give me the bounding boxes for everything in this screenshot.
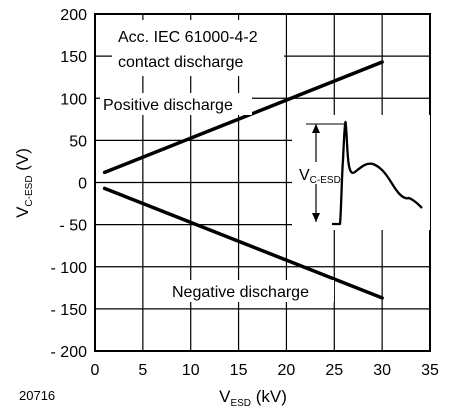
x-tick-label: 0	[91, 362, 100, 379]
x-tick-label: 30	[373, 362, 391, 379]
x-tick-labels: 0 5 10 15 20 25 30 35	[91, 362, 439, 379]
x-tick-label: 20	[278, 362, 296, 379]
y-tick-label: - 50	[59, 218, 87, 235]
x-tick-label: 5	[138, 362, 147, 379]
y-tick-label: 50	[69, 133, 87, 150]
y-tick-label: - 100	[51, 260, 88, 277]
negative-series-label: Negative discharge	[172, 284, 309, 301]
series-lines	[102, 60, 384, 300]
x-tick-label: 25	[325, 362, 343, 379]
standard-annotation: Acc. IEC 61000-4-2 contact discharge	[112, 20, 284, 76]
y-tick-label: 0	[78, 176, 87, 193]
v-c-esd-label: VC-ESD	[299, 167, 341, 186]
arrow-up-icon	[312, 124, 320, 133]
y-tick-label: 100	[60, 91, 87, 108]
positive-discharge-line	[102, 60, 384, 175]
x-tick-label: 15	[230, 362, 248, 379]
x-tick-label: 35	[421, 362, 439, 379]
standard-line-2: contact discharge	[118, 54, 244, 71]
y-tick-label: - 200	[51, 344, 88, 361]
negative-discharge-line	[102, 186, 384, 300]
x-tick-label: 10	[182, 362, 200, 379]
y-axis-label: VC-ESD (V)	[13, 148, 35, 218]
y-tick-label: 150	[60, 49, 87, 66]
series-labels: Positive discharge Negative discharge	[100, 93, 334, 302]
x-axis-label: VESD (kV)	[219, 387, 287, 409]
figure-number: 20716	[19, 388, 55, 403]
y-tick-label: 200	[60, 7, 87, 24]
arrow-down-icon	[312, 213, 320, 222]
y-tick-labels: 200 150 100 50 0 - 50 - 100 - 150 - 200	[51, 7, 88, 361]
esd-waveform-inset: VC-ESD	[292, 115, 430, 230]
positive-series-label: Positive discharge	[103, 97, 233, 114]
y-tick-label: - 150	[51, 302, 88, 319]
esd-waveform-curve	[332, 120, 423, 226]
standard-line-1: Acc. IEC 61000-4-2	[118, 29, 258, 46]
